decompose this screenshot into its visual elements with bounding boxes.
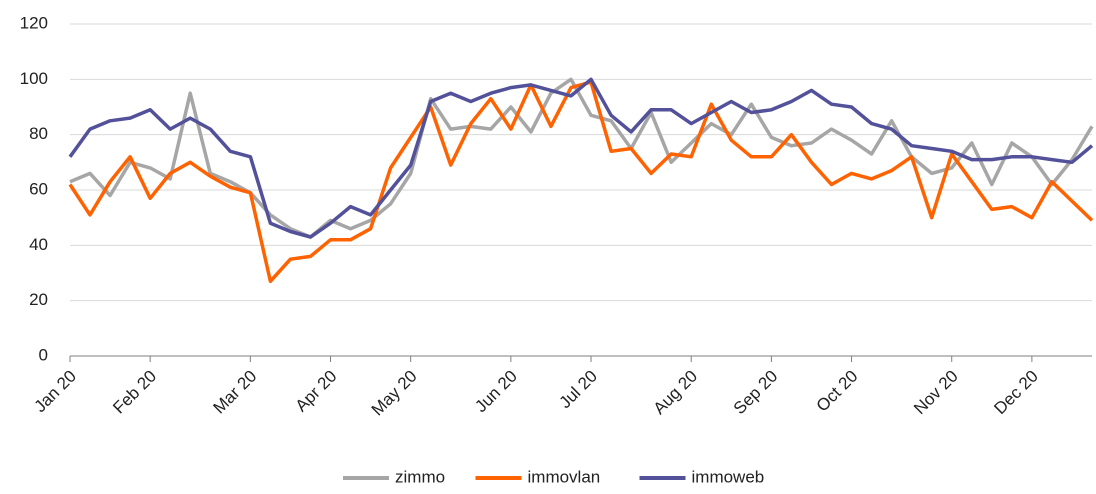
- x-tick-label: Jul 20: [555, 367, 601, 413]
- y-tick-label: 0: [39, 345, 48, 364]
- x-tick-label: Dec 20: [990, 367, 1042, 419]
- y-tick-label: 40: [29, 235, 48, 254]
- x-tick-label: Jun 20: [471, 367, 521, 417]
- x-tick-label: Apr 20: [292, 367, 341, 416]
- x-tick-label: Oct 20: [813, 367, 862, 416]
- legend-label: immovlan: [528, 467, 601, 486]
- legend-label: zimmo: [395, 467, 445, 486]
- legend-label: immoweb: [692, 467, 765, 486]
- series-line: [68, 80, 1094, 284]
- y-tick-label: 120: [20, 13, 48, 32]
- x-tick-label: Mar 20: [209, 367, 260, 418]
- x-tick-label: Jan 20: [30, 367, 80, 417]
- series-line: [69, 77, 1094, 239]
- y-tick-label: 100: [20, 69, 48, 88]
- y-tick-label: 60: [29, 179, 48, 198]
- series-line: [68, 77, 1094, 239]
- x-tick-label: Feb 20: [109, 367, 160, 418]
- x-tick-label: Aug 20: [650, 367, 702, 419]
- y-tick-label: 80: [29, 124, 48, 143]
- x-tick-label: Sep 20: [730, 367, 782, 419]
- y-tick-label: 20: [29, 290, 48, 309]
- x-tick-label: May 20: [368, 367, 421, 420]
- x-tick-label: Nov 20: [910, 367, 962, 419]
